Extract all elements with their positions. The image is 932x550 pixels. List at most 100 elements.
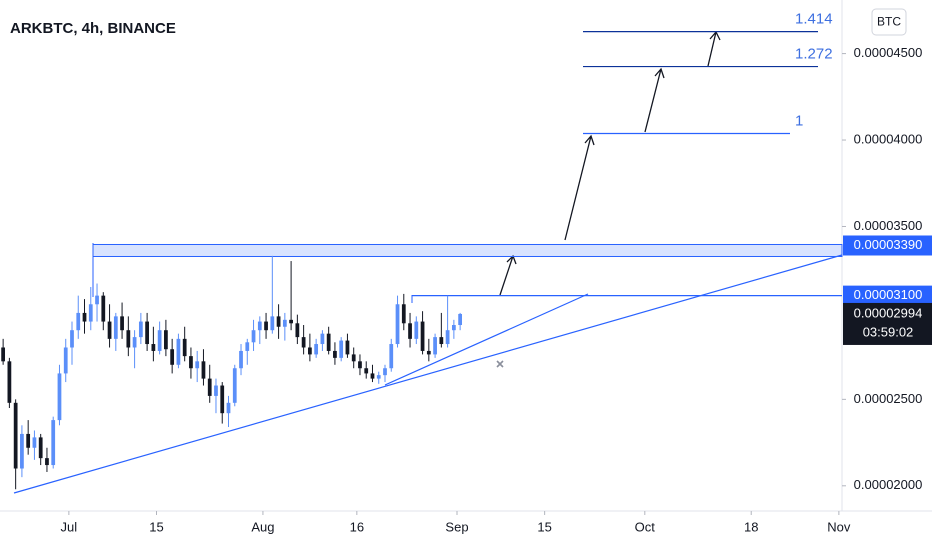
candle-body [120, 316, 124, 331]
candle-body [245, 342, 250, 351]
candle-body [320, 333, 325, 345]
fib-label: 1 [795, 112, 803, 129]
candle-body [251, 330, 256, 343]
x-tick-label: 16 [350, 519, 364, 534]
currency-button[interactable] [871, 8, 907, 36]
candle-body [383, 368, 387, 376]
y-tick-label: 0.00002000 [854, 477, 923, 492]
candle-body [170, 349, 175, 365]
candle-body [195, 361, 200, 369]
candle-body [88, 304, 93, 322]
candle-body [157, 330, 162, 351]
candle-body [7, 361, 12, 403]
candle-body [414, 321, 419, 339]
candle-body [389, 344, 394, 369]
candle-body [101, 295, 106, 322]
x-tick-label: Oct [635, 519, 656, 534]
candle-body [164, 330, 168, 350]
candle-body [401, 304, 406, 324]
candle-body [1, 347, 6, 362]
candle-body [458, 313, 463, 326]
candle-body [20, 433, 24, 469]
candle-body [282, 319, 287, 327]
candle-body [70, 330, 74, 348]
candle-body [182, 338, 187, 357]
candle-body [76, 312, 81, 331]
candle-body [339, 340, 344, 358]
fib-label: 1.272 [795, 46, 833, 63]
candle-body [82, 312, 87, 322]
candle-body [370, 373, 375, 379]
candle-body [113, 316, 118, 339]
y-tick-label: 0.00004500 [854, 45, 923, 60]
candle-body [451, 325, 456, 331]
candle-body [426, 350, 431, 355]
candle-body [433, 337, 437, 355]
resistance-zone [92, 243, 843, 257]
last-price-label: 0.00002994 [854, 305, 923, 320]
candle-body [289, 319, 293, 324]
candle-body [358, 361, 362, 369]
candle-body [264, 321, 268, 331]
countdown-label: 03:59:02 [863, 324, 914, 339]
candle-body [239, 350, 243, 369]
candle-body [276, 316, 281, 327]
last-price-box [843, 302, 932, 345]
candle-body [51, 420, 56, 466]
candle-body [351, 354, 356, 362]
candle-body [13, 402, 18, 469]
candle-body [201, 361, 206, 379]
candle-body [445, 330, 450, 345]
candle-body [32, 437, 37, 448]
candle-body [408, 323, 412, 339]
candle-body [301, 337, 306, 348]
candle-body [189, 356, 193, 369]
candle-body [395, 304, 400, 345]
x-tick-label: Nov [827, 519, 851, 534]
candle-body [439, 337, 444, 345]
candle-body [226, 402, 231, 414]
candle-body [176, 338, 181, 365]
x-tick-label: 15 [149, 519, 163, 534]
candle-body [214, 385, 218, 396]
y-tick-label: 0.00002500 [854, 391, 923, 406]
candle-body [314, 344, 319, 355]
candle-body [295, 323, 300, 338]
arrow [644, 67, 665, 133]
currency-label[interactable]: BTC [877, 15, 901, 29]
candle-body [107, 321, 112, 339]
candle-body [57, 373, 62, 421]
y-tick-label: 0.00004000 [854, 131, 923, 146]
candle-body [145, 321, 149, 345]
candle-body [220, 385, 225, 414]
candle-body [270, 316, 275, 331]
candle-body [333, 350, 337, 358]
candle-body [376, 375, 381, 379]
price-label-box [843, 285, 932, 306]
trend-line [13, 254, 843, 494]
candle-body [132, 337, 137, 348]
price-label-box [843, 235, 932, 256]
candle-body [63, 347, 68, 374]
candle-body [232, 368, 237, 403]
candle-body [26, 433, 31, 448]
candle-body [151, 344, 156, 351]
candles [1, 255, 463, 490]
x-tick-label: Sep [445, 519, 468, 534]
x-tick-label: Jul [61, 519, 78, 534]
candle-body [138, 321, 143, 338]
x-tick-label: 15 [537, 519, 551, 534]
cross-marker [496, 360, 504, 368]
x-tick-label: 18 [744, 519, 758, 534]
arrow [564, 134, 595, 241]
candle-body [345, 340, 350, 355]
x-tick-label: Aug [251, 519, 274, 534]
candle-body [207, 378, 212, 396]
trend-line [384, 293, 589, 386]
candle-body [126, 330, 131, 348]
candle-body [38, 437, 43, 459]
price-label: 0.00003390 [854, 237, 923, 252]
candle-body [364, 368, 369, 374]
